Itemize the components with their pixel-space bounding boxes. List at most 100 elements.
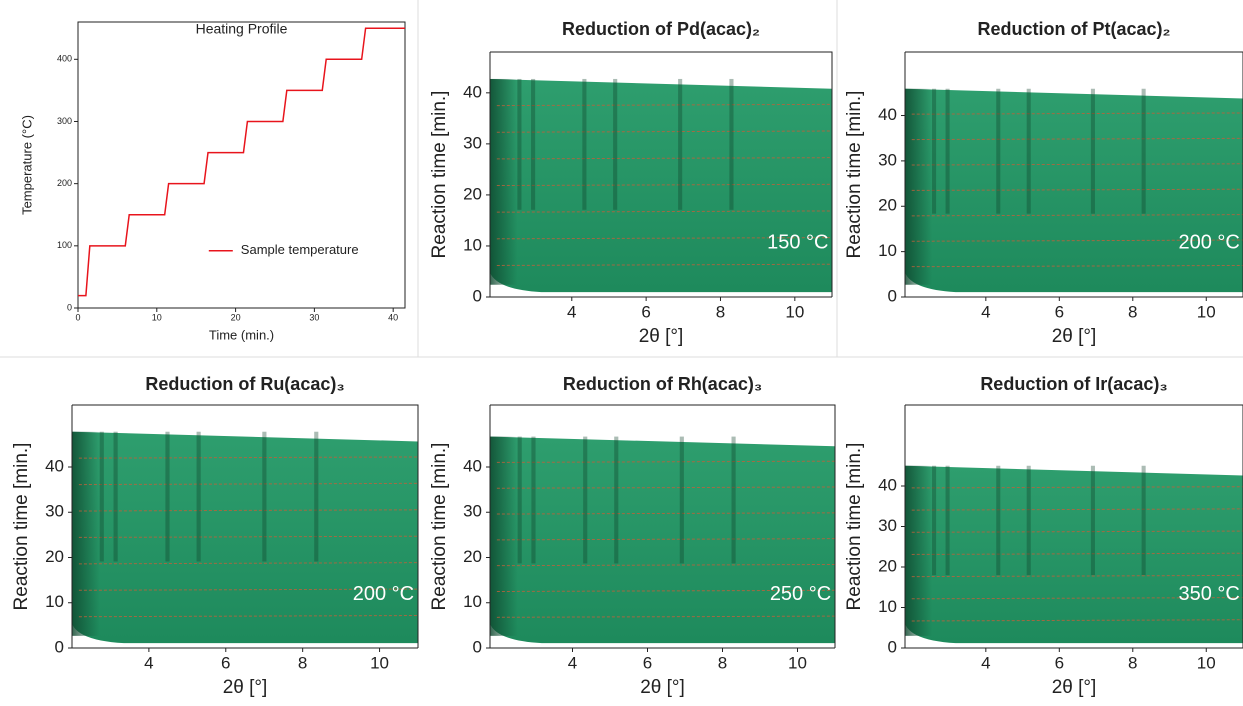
y-tick-label: 30 bbox=[463, 133, 482, 152]
x-tick-label: 10 bbox=[785, 302, 804, 321]
surface-streak bbox=[531, 436, 536, 564]
surface-contour bbox=[496, 589, 836, 593]
y-tick-label: 40 bbox=[878, 105, 897, 124]
y-tick-label: 0 bbox=[888, 286, 897, 305]
surface-contour bbox=[911, 239, 1243, 242]
surface-streak bbox=[517, 78, 522, 210]
surface-body bbox=[490, 436, 835, 644]
x-tick-label: 8 bbox=[718, 653, 727, 672]
surface-body bbox=[905, 465, 1243, 644]
plot-frame bbox=[490, 404, 836, 648]
x-tick-label: 30 bbox=[309, 312, 319, 322]
y-axis-label: Reaction time [min.] bbox=[844, 443, 865, 611]
y-tick-label: 10 bbox=[463, 235, 482, 254]
surface-contour bbox=[911, 530, 1243, 533]
y-tick-label: 40 bbox=[878, 475, 897, 494]
surface-contour bbox=[911, 163, 1243, 166]
x-tick-label: 10 bbox=[370, 653, 389, 672]
surface-streak bbox=[932, 465, 937, 576]
annotation: 200 °C bbox=[1179, 231, 1240, 253]
plot-frame bbox=[77, 21, 406, 309]
surface-streak bbox=[996, 465, 1001, 576]
surface-contour bbox=[496, 157, 833, 160]
surface-streak bbox=[1026, 88, 1031, 214]
surface-contour bbox=[496, 183, 833, 187]
x-tick-label: 6 bbox=[641, 302, 650, 321]
y-tick-label: 300 bbox=[57, 116, 72, 126]
surface-streak bbox=[1026, 465, 1031, 576]
x-tick-label: 20 bbox=[231, 312, 241, 322]
surface-streak bbox=[113, 431, 118, 562]
x-axis-label: 2θ [°] bbox=[223, 677, 268, 698]
surface-streak bbox=[678, 78, 683, 210]
surface-contour bbox=[911, 137, 1243, 141]
y-tick-label: 40 bbox=[463, 456, 482, 475]
annotation: 250 °C bbox=[770, 583, 831, 605]
y-tick-label: 10 bbox=[878, 241, 897, 260]
surface-contour bbox=[911, 619, 1243, 622]
x-tick-label: 8 bbox=[298, 653, 307, 672]
surface-streak bbox=[996, 88, 1001, 214]
x-tick-label: 4 bbox=[568, 653, 577, 672]
x-tick-label: 4 bbox=[981, 653, 990, 672]
plot-frame bbox=[905, 404, 1243, 648]
surface-streak bbox=[99, 431, 104, 562]
x-tick-label: 6 bbox=[221, 653, 230, 672]
surface-contour bbox=[496, 512, 836, 515]
y-axis-label: Temperature (°C) bbox=[19, 115, 34, 215]
surface-contour bbox=[911, 214, 1243, 217]
plot-frame bbox=[905, 51, 1243, 297]
surface-contour bbox=[911, 597, 1243, 600]
x-tick-label: 10 bbox=[788, 653, 807, 672]
annotation: 350 °C bbox=[1179, 583, 1240, 605]
surface-body bbox=[490, 78, 832, 293]
chart-title: Reduction of Pt(acac)₂ bbox=[977, 19, 1170, 39]
x-axis-label: 2θ [°] bbox=[1052, 677, 1097, 698]
x-tick-label: 6 bbox=[1055, 653, 1064, 672]
surface-contour bbox=[78, 562, 419, 565]
surface-streak bbox=[1141, 88, 1146, 214]
surface bbox=[905, 465, 1243, 644]
surface-streak bbox=[262, 431, 267, 562]
x-tick-label: 6 bbox=[1055, 302, 1064, 321]
y-axis-label: Reaction time [min.] bbox=[844, 91, 865, 259]
y-tick-label: 0 bbox=[888, 637, 897, 656]
surface-streak bbox=[517, 436, 522, 564]
legend-label: Sample temperature bbox=[241, 242, 359, 257]
y-tick-label: 10 bbox=[878, 597, 897, 616]
x-tick-label: 4 bbox=[567, 302, 576, 321]
x-tick-label: 4 bbox=[981, 302, 990, 321]
surface-contour bbox=[496, 103, 833, 107]
y-tick-label: 20 bbox=[463, 547, 482, 566]
surface-contour bbox=[496, 460, 836, 463]
surface bbox=[490, 436, 836, 644]
x-tick-label: 8 bbox=[716, 302, 725, 321]
y-tick-label: 40 bbox=[463, 82, 482, 101]
surface-contour bbox=[496, 210, 833, 213]
y-tick-label: 20 bbox=[878, 196, 897, 215]
surface-edge bbox=[905, 465, 933, 636]
y-axis-label: Reaction time [min.] bbox=[429, 91, 450, 259]
surface-streak bbox=[1141, 465, 1146, 576]
surface-body bbox=[905, 88, 1243, 293]
y-tick-label: 30 bbox=[878, 516, 897, 535]
line-series bbox=[78, 27, 405, 297]
surface-body bbox=[72, 431, 418, 644]
surface-streak bbox=[679, 436, 684, 564]
y-tick-label: 10 bbox=[463, 592, 482, 611]
surface-contour bbox=[496, 130, 833, 133]
surface-streak bbox=[614, 436, 619, 564]
surface-contour bbox=[78, 535, 419, 538]
y-tick-label: 100 bbox=[57, 240, 72, 250]
chart-title: Reduction of Ir(acac)₃ bbox=[980, 374, 1167, 394]
surface bbox=[905, 88, 1243, 293]
y-tick-label: 0 bbox=[473, 637, 482, 656]
surface-streak bbox=[196, 431, 201, 562]
surface-streak bbox=[613, 78, 618, 210]
surface-edge bbox=[72, 431, 100, 636]
surface-contour bbox=[496, 563, 836, 567]
y-tick-label: 10 bbox=[45, 592, 64, 611]
surface-contour bbox=[78, 482, 419, 486]
y-tick-label: 0 bbox=[473, 286, 482, 305]
